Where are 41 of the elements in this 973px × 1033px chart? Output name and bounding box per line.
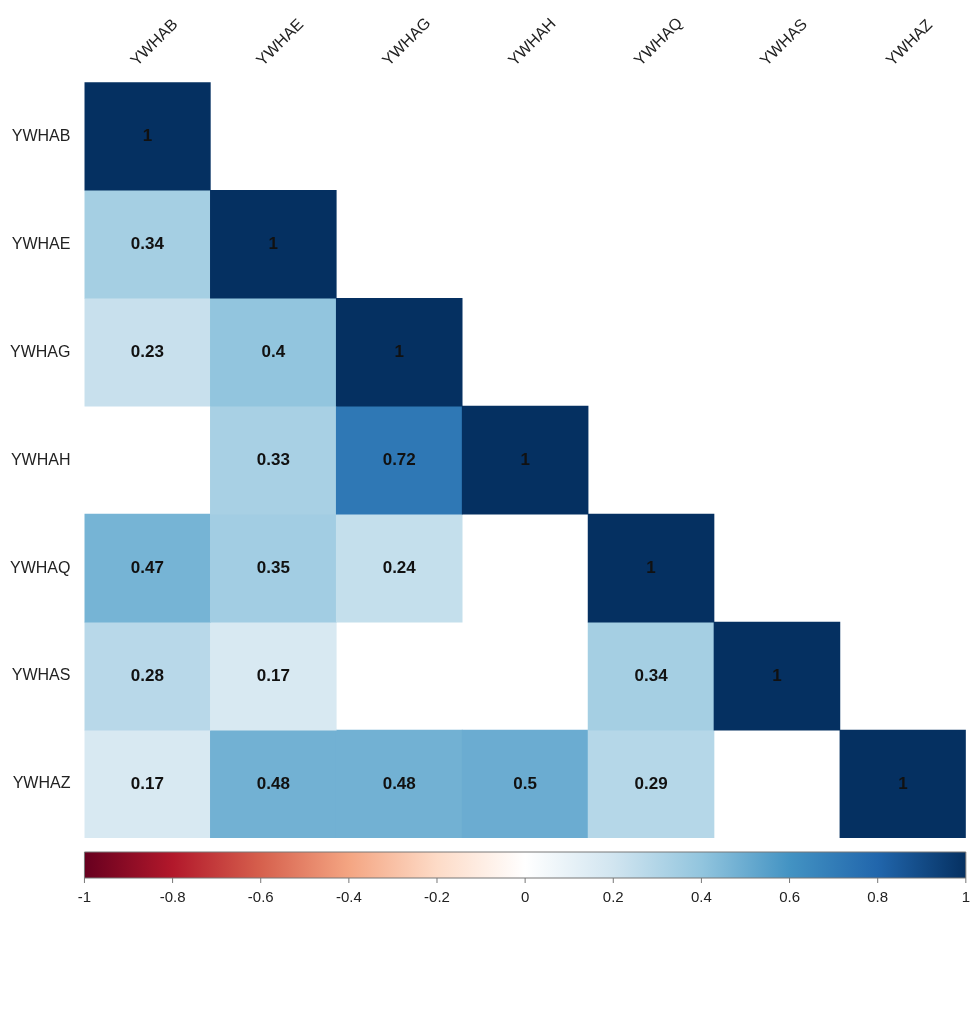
color-bar-label: 1 xyxy=(961,888,970,906)
color-bar-label: -0.2 xyxy=(424,888,450,906)
data-label: 0.48 xyxy=(256,773,290,793)
color-bar-label: 0.6 xyxy=(779,888,800,906)
color-bar-label: -0.8 xyxy=(159,888,186,906)
data-label: 0.33 xyxy=(256,449,290,469)
y-tick-label: YWHAB xyxy=(11,126,71,144)
data-label: 0.23 xyxy=(130,341,164,361)
data-label: 0.35 xyxy=(256,557,290,577)
data-label: 0.29 xyxy=(634,773,668,793)
data-label: 1 xyxy=(394,341,404,361)
data-label: 0.34 xyxy=(634,665,669,685)
data-label: 0.28 xyxy=(130,665,164,685)
color-bar-label: 0.4 xyxy=(690,888,712,906)
color-bar-label: 0.2 xyxy=(602,888,624,906)
data-label: 1 xyxy=(268,233,279,253)
data-label: 0.5 xyxy=(513,773,537,793)
data-label: 0.72 xyxy=(382,449,416,469)
y-tick-label: YWHAG xyxy=(9,342,71,360)
data-label: 1 xyxy=(898,773,908,793)
color-bar-label: 0.8 xyxy=(867,888,889,906)
data-label: 0.24 xyxy=(382,557,417,577)
color-bar-label: -1 xyxy=(77,888,92,906)
data-label: 1 xyxy=(520,449,530,469)
y-tick-label: YWHAZ xyxy=(12,774,71,792)
data-label: 1 xyxy=(772,665,782,685)
y-tick-label: YWHAQ xyxy=(9,558,71,576)
data-label: 0.4 xyxy=(261,341,286,361)
data-label: 0.47 xyxy=(130,557,164,577)
y-tick-label: YWHAS xyxy=(11,666,71,684)
color-bar-label: -0.4 xyxy=(335,888,362,906)
y-tick-label: YWHAH xyxy=(10,450,71,468)
color-bar-label: -0.6 xyxy=(247,888,274,906)
data-label: 1 xyxy=(142,125,153,145)
data-label: 0.17 xyxy=(130,773,164,793)
data-label: 1 xyxy=(646,557,656,577)
y-tick-label: YWHAE xyxy=(11,234,71,252)
color-bar-label: 0 xyxy=(520,888,530,906)
data-label: 0.48 xyxy=(382,773,416,793)
data-label: 0.17 xyxy=(256,665,290,685)
data-label: 0.34 xyxy=(130,233,165,253)
